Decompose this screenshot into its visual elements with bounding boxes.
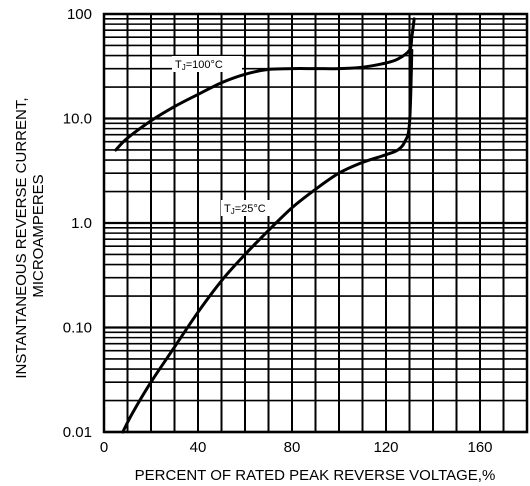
y-axis-label-line-1: INSTANTANEOUS REVERSE CURRENT, <box>13 98 30 379</box>
series-label-100c: TJ=100°C <box>175 59 223 72</box>
series-line-0 <box>114 17 416 152</box>
series-label-bg-100c <box>172 56 242 72</box>
series-label-100c-sub: J <box>182 63 186 72</box>
y-tick-label: 10.0 <box>63 111 92 128</box>
series-line-1 <box>121 48 414 434</box>
grid <box>104 14 527 434</box>
x-tick-label: 80 <box>284 439 301 456</box>
y-tick-label: 0.01 <box>63 424 92 441</box>
series-label-25c-rest: =25°C <box>235 203 266 215</box>
tick-labels: 0 40 80 120 160 0.01 0.10 1.0 10.0 100 <box>63 6 493 456</box>
series-label-100c-rest: =100°C <box>186 59 223 71</box>
x-tick-label: 40 <box>190 439 207 456</box>
x-tick-label: 0 <box>100 439 108 456</box>
plot-frame <box>102 12 529 434</box>
y-axis-label: INSTANTANEOUS REVERSE CURRENT, MICROAMPE… <box>13 93 47 378</box>
y-tick-label: 100 <box>67 6 92 23</box>
series-label-25c-main: T <box>224 203 231 215</box>
x-tick-label: 120 <box>373 439 398 456</box>
y-axis-label-line-2: MICROAMPERES <box>30 174 47 297</box>
x-tick-label: 160 <box>467 439 492 456</box>
y-tick-label: 0.10 <box>63 320 92 337</box>
series-label-100c-main: T <box>175 59 182 71</box>
x-axis-label: PERCENT OF RATED PEAK REVERSE VOLTAGE,% <box>135 467 496 484</box>
plot-border <box>102 12 529 434</box>
series-layer <box>114 17 416 434</box>
y-tick-label: 1.0 <box>71 215 92 232</box>
series-label-25c-sub: J <box>231 207 235 216</box>
series-label-25c: TJ=25°C <box>224 203 266 216</box>
series-label-bg-25c <box>221 200 279 216</box>
